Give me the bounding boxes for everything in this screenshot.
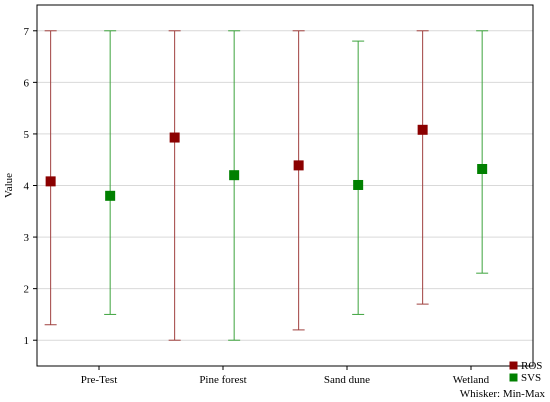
y-axis-title: Value xyxy=(3,173,15,198)
error-bar xyxy=(228,30,241,341)
y-tick-label: 2 xyxy=(24,284,30,296)
legend-marker xyxy=(509,373,518,382)
data-point xyxy=(417,124,428,135)
whisker-note: Whisker: Min-Max xyxy=(460,388,546,400)
data-point xyxy=(477,163,488,174)
data-point xyxy=(229,170,240,181)
chart-marks xyxy=(44,30,489,341)
x-tick-label: Wetland xyxy=(453,374,490,386)
data-point xyxy=(353,179,364,190)
error-bar xyxy=(44,30,57,326)
y-tick-label: 5 xyxy=(24,129,30,141)
legend-label: ROS xyxy=(521,360,542,372)
y-tick-label: 1 xyxy=(24,335,30,347)
error-bar xyxy=(292,30,305,331)
error-bar xyxy=(104,30,117,315)
x-axis: Pre-Test Pine forest Sand dune Wetland xyxy=(81,366,490,386)
gridlines xyxy=(37,30,533,341)
data-point xyxy=(293,160,304,171)
data-point xyxy=(169,132,180,143)
error-bar xyxy=(416,30,429,305)
data-point xyxy=(45,176,56,187)
x-tick-label: Sand dune xyxy=(324,374,370,386)
y-tick-label: 3 xyxy=(24,232,30,244)
y-tick-label: 7 xyxy=(24,26,30,38)
error-bar xyxy=(476,30,489,274)
x-tick-label: Pre-Test xyxy=(81,374,118,386)
legend-label: SVS xyxy=(521,372,541,384)
x-tick-label: Pine forest xyxy=(199,374,246,386)
y-tick-label: 4 xyxy=(24,181,30,193)
data-point xyxy=(105,190,116,201)
legend-marker xyxy=(509,361,518,370)
error-bar xyxy=(168,30,181,341)
y-axis: 1 2 3 4 5 6 7 xyxy=(24,26,37,347)
error-bar xyxy=(352,40,365,315)
y-tick-label: 6 xyxy=(24,77,30,89)
